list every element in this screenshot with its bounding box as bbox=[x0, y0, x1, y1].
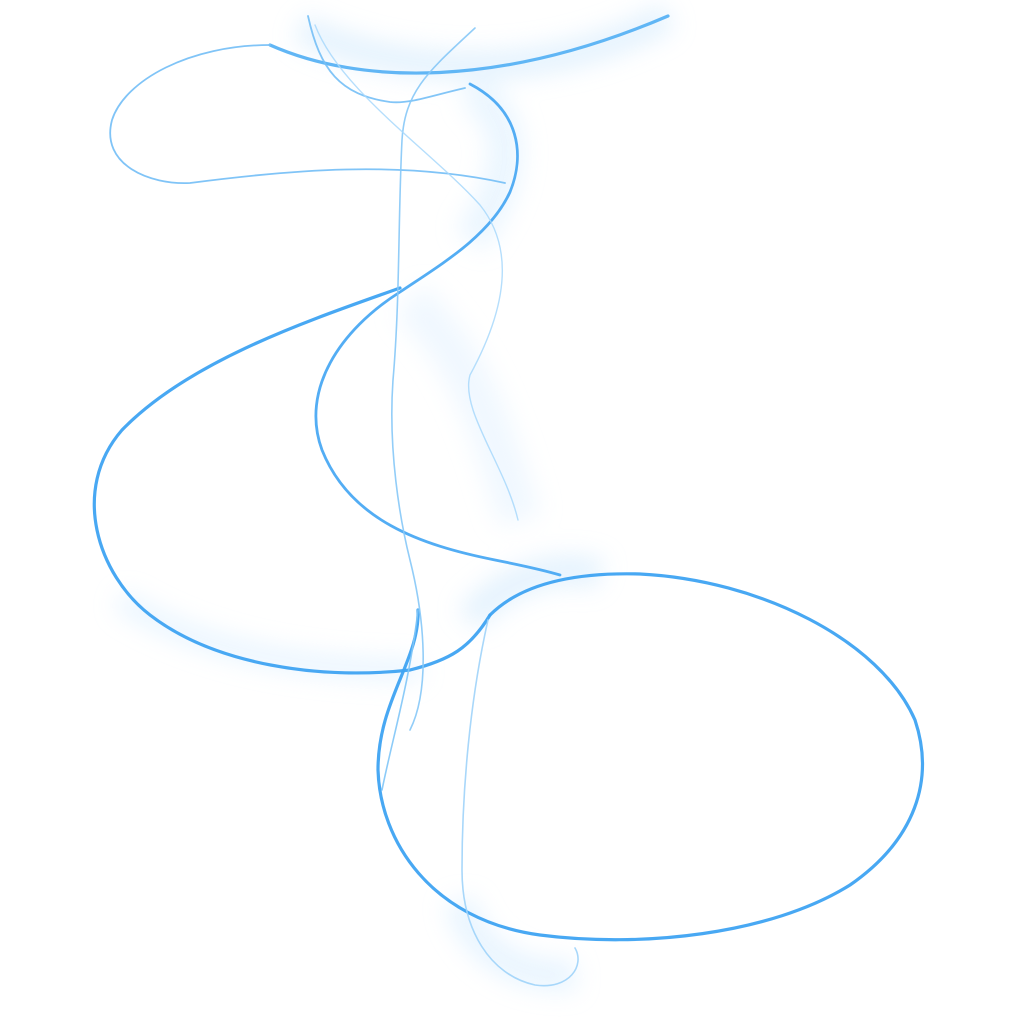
thin-vertical-strand-d bbox=[461, 619, 579, 987]
stroke-layer bbox=[92, 14, 924, 987]
glow-layer bbox=[114, 3, 675, 991]
top-arc-curve bbox=[268, 14, 670, 75]
left-large-loop-curve bbox=[92, 286, 492, 675]
thin-vertical-strand-a bbox=[307, 15, 466, 104]
thin-vertical-strand-c bbox=[314, 24, 519, 521]
lower-large-loop-curve bbox=[376, 572, 924, 942]
thin-vertical-strand-b bbox=[391, 27, 476, 731]
left-upper-loop-curve bbox=[109, 44, 506, 184]
thin-vertical-strand-e bbox=[381, 609, 419, 791]
center-s-curve bbox=[314, 82, 562, 577]
